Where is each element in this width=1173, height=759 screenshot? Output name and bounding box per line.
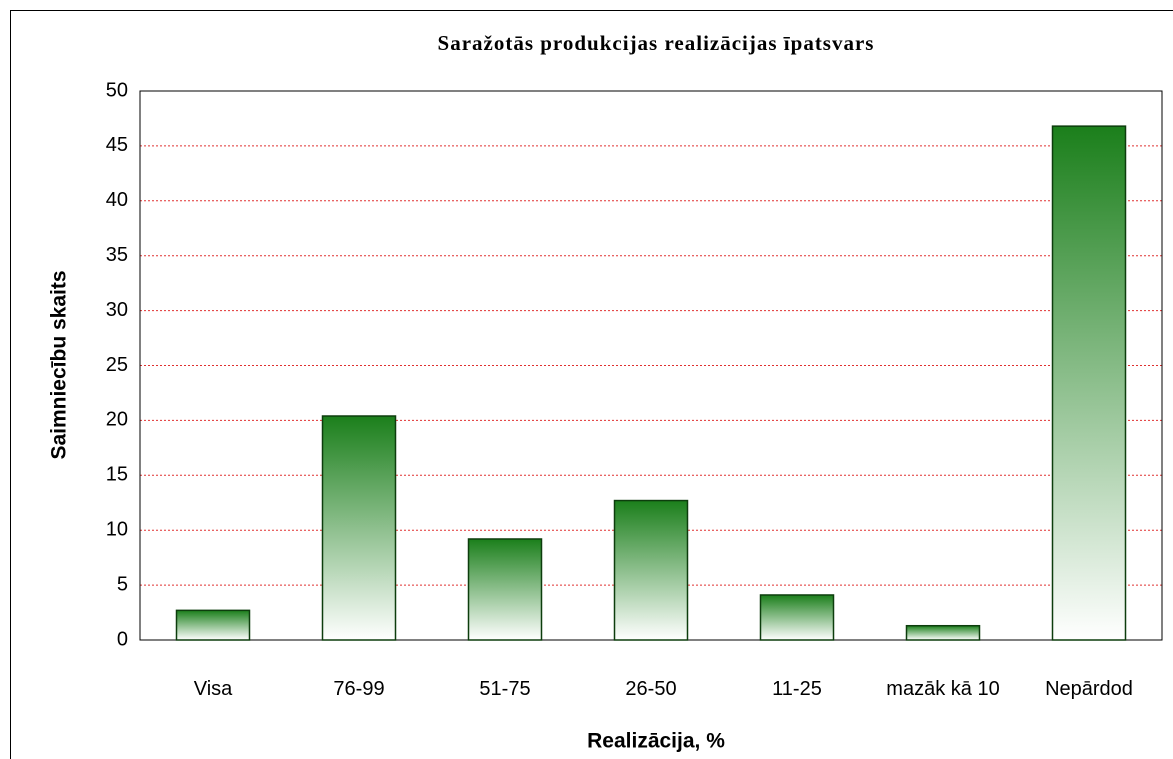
y-tick-label: 10	[106, 518, 128, 540]
y-tick-label: 45	[106, 134, 128, 156]
x-tick-label: Visa	[193, 678, 233, 700]
bar	[321, 415, 397, 641]
bar	[613, 499, 689, 641]
y-tick-label: 5	[117, 573, 128, 595]
bar	[759, 594, 835, 641]
y-tick-label: 0	[117, 628, 128, 650]
x-tick-label: Nepārdod	[1045, 678, 1133, 700]
x-tick-label: 51-75	[479, 678, 531, 700]
y-tick-label: 30	[106, 299, 128, 321]
y-tick-label: 20	[106, 409, 128, 431]
bar	[467, 538, 543, 641]
x-axis-label: Realizācija, %	[587, 730, 725, 753]
y-tick-label: 40	[106, 189, 128, 211]
x-tick-label: 11-25	[772, 678, 822, 700]
y-tick-label: 50	[106, 79, 128, 101]
y-tick-label: 35	[106, 244, 128, 266]
frame	[10, 10, 1173, 759]
y-axis-label: Saimniecību skaits	[48, 270, 71, 459]
x-tick-label: mazāk kā 10	[886, 678, 1000, 700]
y-tick-label: 15	[106, 464, 128, 486]
bar	[1051, 125, 1127, 641]
bar	[175, 609, 251, 641]
x-tick-label: 26-50	[625, 678, 677, 700]
chart-title: Saražotās produkcijas realizācijas īpats…	[438, 31, 875, 55]
bar	[905, 624, 981, 641]
y-tick-label: 25	[106, 354, 128, 376]
x-tick-label: 76-99	[333, 678, 385, 700]
